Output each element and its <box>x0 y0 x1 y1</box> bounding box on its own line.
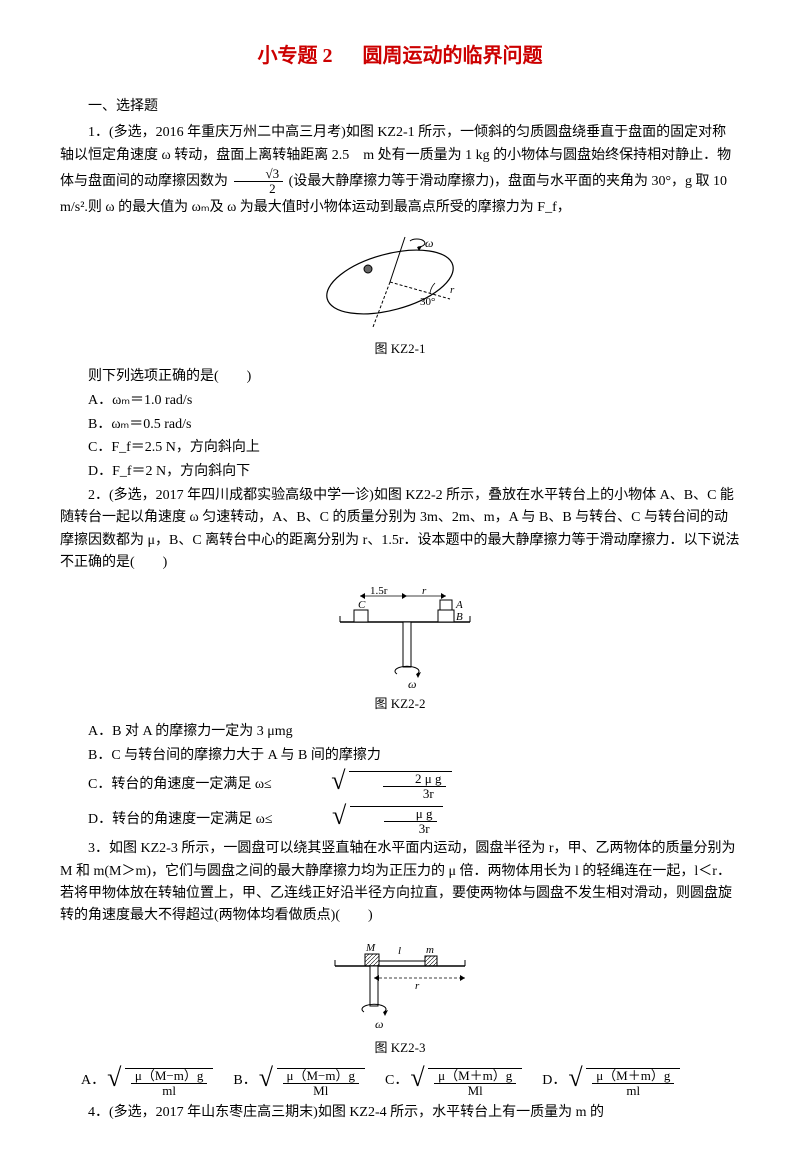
q2-c-frac: 2 μ g 3r <box>383 772 445 802</box>
fig3-label-M: M <box>365 942 376 954</box>
fig-kz2-3-caption: 图 KZ2-3 <box>60 1038 740 1059</box>
q2-c-label: C．转台的角速度一定满足 ω≤ <box>88 777 272 792</box>
q3-c-num: μ（M＋m）g <box>434 1069 516 1084</box>
svg-text:ω: ω <box>425 236 433 250</box>
sqrt-sign-icon: √ <box>303 768 345 794</box>
svg-text:30°: 30° <box>420 296 435 308</box>
fig2-label-omega: ω <box>408 677 416 691</box>
fig-kz2-1-caption: 图 KZ2-1 <box>60 339 740 360</box>
q1-lead: 则下列选项正确的是( ) <box>60 366 740 388</box>
q2-d-num: μ g <box>384 807 437 822</box>
q2-c-den: 3r <box>383 787 445 801</box>
q1-opt-a: A．ωₘ＝1.0 rad/s <box>60 390 740 412</box>
q2-c-sqrt: √ 2 μ g 3r <box>275 768 451 802</box>
q2-d-label: D．转台的角速度一定满足 ω≤ <box>88 812 273 827</box>
fig2-label-r15: 1.5r <box>370 585 388 597</box>
q1-opt-b: B．ωₘ＝0.5 rad/s <box>60 414 740 436</box>
q2-opt-b: B．C 与转台间的摩擦力大于 A 与 B 间的摩擦力 <box>60 745 740 767</box>
fig2-label-b: B <box>456 611 463 623</box>
sqrt-sign-icon: √ <box>304 803 346 829</box>
svg-text:r: r <box>450 284 455 296</box>
q3-choices: A． √ μ（M−m）g ml B． √ μ（M−m）g Ml C． <box>60 1065 740 1099</box>
figure-kz2-2: C A B 1.5r r ω <box>60 582 740 692</box>
q3-stem: 3．如图 KZ2-3 所示，一圆盘可以绕其竖直轴在水平面内运动，圆盘半径为 r，… <box>60 838 740 928</box>
q1-frac-num: √3 <box>234 167 284 182</box>
q1-opt-d: D．F_f＝2 N，方向斜向下 <box>60 461 740 483</box>
fig3-label-r: r <box>415 980 420 992</box>
fig3-label-omega: ω <box>375 1017 383 1031</box>
figure-kz2-3: M m l r ω <box>60 936 740 1036</box>
q3-choice-b: B． √ μ（M−m）g Ml <box>233 1065 365 1099</box>
q3-c-den: Ml <box>434 1084 516 1098</box>
fig2-label-a: A <box>455 599 463 611</box>
q1-fraction: √3 2 <box>234 167 284 197</box>
q3-choice-a: A． √ μ（M−m）g ml <box>81 1065 213 1099</box>
q3-choice-c: C． √ μ（M＋m）g Ml <box>385 1065 522 1099</box>
sqrt-sign-icon: √ <box>568 1065 582 1091</box>
q1-stem: 1．(多选，2016 年重庆万州二中高三月考)如图 KZ2-1 所示，一倾斜的匀… <box>60 122 740 219</box>
q3-d-den: ml <box>592 1084 674 1098</box>
sqrt-sign-icon: √ <box>107 1065 121 1091</box>
fig3-label-l: l <box>398 945 401 957</box>
fig2-label-c: C <box>358 599 366 611</box>
q1-opt-c: C．F_f＝2.5 N，方向斜向上 <box>60 437 740 459</box>
q2-opt-a: A．B 对 A 的摩擦力一定为 3 μmg <box>60 721 740 743</box>
title-main: 圆周运动的临界问题 <box>363 45 543 67</box>
fig3-label-m: m <box>426 944 434 956</box>
q2-c-num: 2 μ g <box>383 772 445 787</box>
q3-c-label: C． <box>385 1070 408 1092</box>
q2-opt-c: C．转台的角速度一定满足 ω≤ √ 2 μ g 3r <box>60 768 740 802</box>
q4-stem: 4．(多选，2017 年山东枣庄高三期末)如图 KZ2-4 所示，水平转台上有一… <box>60 1102 740 1124</box>
q3-a-label: A． <box>81 1070 105 1092</box>
q2-d-den: 3r <box>384 822 437 836</box>
fig-kz2-2-caption: 图 KZ2-2 <box>60 694 740 715</box>
fig2-label-r: r <box>422 585 427 597</box>
sqrt-sign-icon: √ <box>259 1065 273 1091</box>
q2-stem: 2．(多选，2017 年四川成都实验高级中学一诊)如图 KZ2-2 所示，叠放在… <box>60 485 740 575</box>
section-mcq: 一、选择题 <box>60 96 740 118</box>
q3-b-num: μ（M−m）g <box>283 1069 359 1084</box>
q2-d-frac: μ g 3r <box>384 807 437 837</box>
q2-d-sqrt: √ μ g 3r <box>276 803 443 837</box>
q2-opt-d: D．转台的角速度一定满足 ω≤ √ μ g 3r <box>60 803 740 837</box>
q1-frac-den: 2 <box>234 182 284 196</box>
q3-a-den: ml <box>131 1084 207 1098</box>
page-title: 小专题 2 圆周运动的临界问题 <box>60 40 740 72</box>
q3-d-label: D． <box>542 1070 566 1092</box>
q3-b-label: B． <box>233 1070 256 1092</box>
q3-b-den: Ml <box>283 1084 359 1098</box>
q3-choice-d: D． √ μ（M＋m）g ml <box>542 1065 680 1099</box>
title-space <box>338 45 358 67</box>
q3-a-num: μ（M−m）g <box>131 1069 207 1084</box>
figure-kz2-1: ω 30° r <box>60 227 740 337</box>
title-prefix: 小专题 2 <box>258 45 333 67</box>
sqrt-sign-icon: √ <box>410 1065 424 1091</box>
q3-d-num: μ（M＋m）g <box>592 1069 674 1084</box>
